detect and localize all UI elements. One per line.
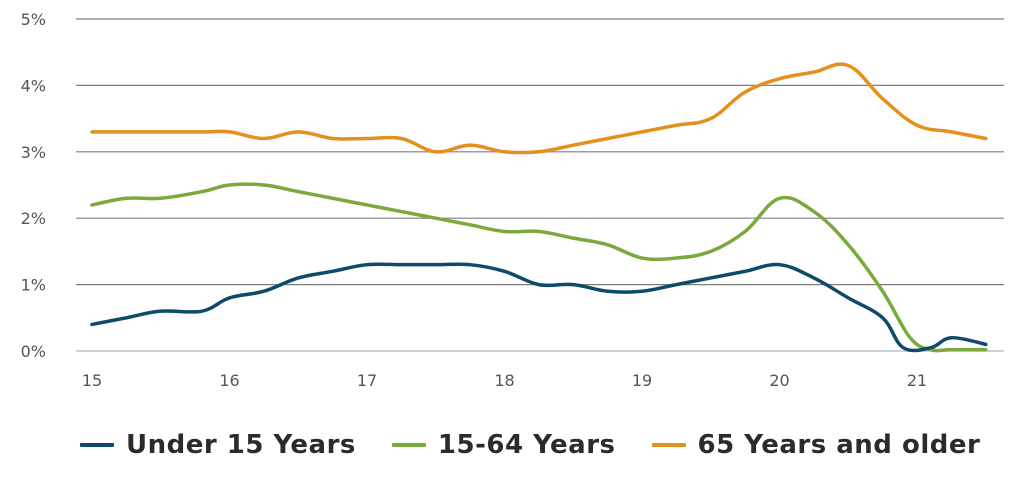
axes: 0% 1% 2% 3% 4% 5% 15 16 17 18 19 20 21 — [21, 10, 928, 390]
y-tick-label: 2% — [21, 209, 46, 228]
x-tick-label: 16 — [219, 371, 239, 390]
legend-swatch-under-15 — [80, 443, 114, 447]
legend-item-under-15: Under 15 Years — [80, 430, 356, 460]
y-tick-label: 5% — [21, 10, 46, 29]
legend-label-15-64: 15-64 Years — [437, 430, 616, 460]
series-line-15-64 — [90, 182, 988, 353]
x-tick-label: 18 — [494, 371, 514, 390]
series-line-65-older — [90, 62, 988, 155]
x-tick-label: 15 — [82, 371, 102, 390]
legend-item-15-64: 15-64 Years — [391, 430, 616, 460]
x-tick-label: 17 — [357, 371, 377, 390]
legend-swatch-65-older — [651, 443, 686, 447]
legend-item-65-older: 65 Years and older — [651, 430, 981, 460]
y-tick-label: 4% — [21, 76, 46, 95]
y-tick-label: 1% — [21, 276, 46, 295]
grid-lines — [76, 18, 1004, 352]
chart-plot-area: 0% 1% 2% 3% 4% 5% 15 16 17 18 19 20 21 — [21, 10, 1004, 390]
legend-label-under-15: Under 15 Years — [126, 430, 356, 460]
legend-label-65-older: 65 Years and older — [697, 430, 981, 460]
y-tick-label: 0% — [21, 342, 46, 361]
legend-swatch-15-64 — [391, 443, 426, 447]
series-line-under-15 — [90, 262, 988, 353]
legend: Under 15 Years 15-64 Years 65 Years and … — [80, 430, 1016, 460]
x-tick-label: 21 — [907, 371, 927, 390]
series-lines — [90, 62, 988, 353]
x-tick-label: 19 — [632, 371, 652, 390]
x-tick-label: 20 — [769, 371, 789, 390]
y-tick-label: 3% — [21, 143, 46, 162]
